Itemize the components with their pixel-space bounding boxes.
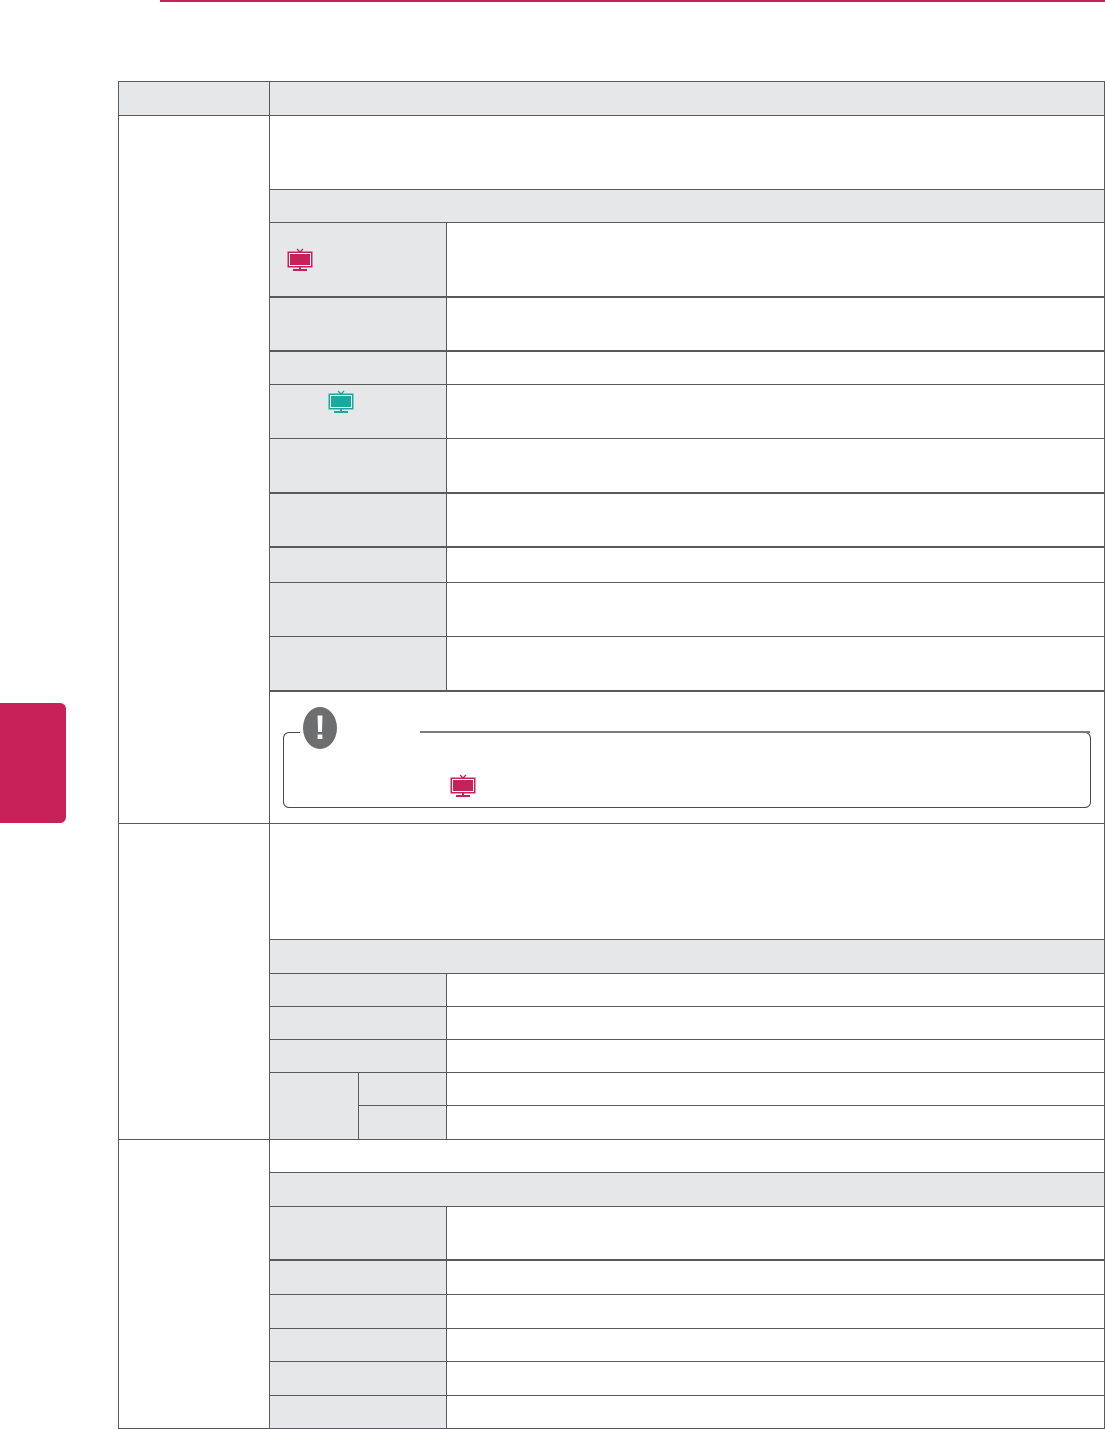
note-gap <box>300 728 420 736</box>
header-cell-description <box>269 81 1105 116</box>
section-2-option-6 <box>358 1072 447 1106</box>
section-1-value-3 <box>446 297 1105 352</box>
section-1-value-5 <box>446 384 1105 439</box>
section-2-value-7 <box>446 1105 1105 1140</box>
section-3-option-2 <box>269 1206 447 1261</box>
section-1-option-8 <box>269 547 447 583</box>
section-1-value-10 <box>446 636 1105 692</box>
section-3-option-6 <box>269 1361 447 1396</box>
section-2-subheader <box>269 939 1105 974</box>
section-3-value-2 <box>446 1206 1105 1261</box>
section-3-option-7 <box>269 1395 447 1429</box>
section-1-option-6 <box>269 438 447 494</box>
section-2-value-6 <box>446 1072 1105 1106</box>
section-1-value-7 <box>446 493 1105 548</box>
section-2-value-3 <box>446 1006 1105 1040</box>
tv-icon <box>287 248 313 271</box>
section-1-value-6 <box>446 438 1105 494</box>
section-3-option-5 <box>269 1328 447 1362</box>
section-1-option-9 <box>269 582 447 637</box>
section-1-option-5 <box>269 384 447 439</box>
exclamation-icon: ! <box>303 707 337 749</box>
section-2-label <box>118 823 270 1140</box>
section-1-value-9 <box>446 582 1105 637</box>
section-3-option-4 <box>269 1294 447 1329</box>
header-rule <box>160 0 1105 2</box>
section-2-option-7 <box>358 1105 447 1140</box>
section-2-group-label <box>269 1072 359 1140</box>
section-1-value-4 <box>446 351 1105 385</box>
section-2-value-2 <box>446 973 1105 1007</box>
section-3-label <box>118 1139 270 1429</box>
tv-icon <box>450 774 476 797</box>
section-1-option-7 <box>269 493 447 548</box>
section-1-description <box>269 115 1105 190</box>
section-1-subheader <box>269 189 1105 223</box>
chapter-tab <box>0 703 66 823</box>
section-2-option-2 <box>269 973 447 1007</box>
section-2-option-4 <box>269 1039 447 1073</box>
section-1-option-3 <box>269 297 447 352</box>
section-1-label <box>118 115 270 824</box>
section-1-option-10 <box>269 636 447 692</box>
section-3-value-3 <box>446 1260 1105 1295</box>
header-cell-item <box>118 81 270 116</box>
section-1-value-8 <box>446 547 1105 583</box>
section-3-option-3 <box>269 1260 447 1295</box>
section-2-description <box>269 823 1105 940</box>
section-1-value-2 <box>446 222 1105 298</box>
section-3-value-6 <box>446 1361 1105 1396</box>
section-1-option-4 <box>269 351 447 385</box>
note-rule <box>420 731 1090 733</box>
tv-icon <box>328 390 354 413</box>
section-3-subheader <box>269 1172 1105 1207</box>
section-3-value-4 <box>446 1294 1105 1329</box>
section-2-option-3 <box>269 1006 447 1040</box>
section-3-value-5 <box>446 1328 1105 1362</box>
section-2-value-4 <box>446 1039 1105 1073</box>
note-box <box>283 732 1091 808</box>
section-3-value-7 <box>446 1395 1105 1429</box>
section-3-description <box>269 1139 1105 1173</box>
